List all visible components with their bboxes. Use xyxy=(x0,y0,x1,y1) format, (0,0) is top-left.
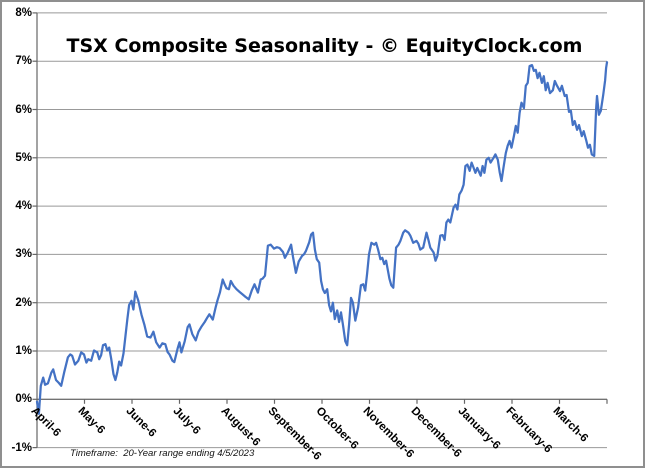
y-axis-label: 2% xyxy=(15,296,32,309)
y-axis-label: 0% xyxy=(15,393,32,406)
y-axis-label: 3% xyxy=(15,248,32,261)
y-axis-label: 4% xyxy=(15,200,32,213)
y-axis-label: 7% xyxy=(15,55,32,68)
y-axis-label: 5% xyxy=(15,151,32,164)
y-axis-label: 6% xyxy=(15,103,32,116)
timeframe-note: Timeframe: 20-Year range ending 4/5/2023 xyxy=(70,448,255,459)
chart-title: TSX Composite Seasonality - © EquityCloc… xyxy=(66,35,583,57)
y-axis-label: 1% xyxy=(15,345,32,357)
y-axis-label: -1% xyxy=(11,441,32,454)
y-axis-label: 8% xyxy=(15,6,32,19)
seasonality-line xyxy=(35,61,609,415)
